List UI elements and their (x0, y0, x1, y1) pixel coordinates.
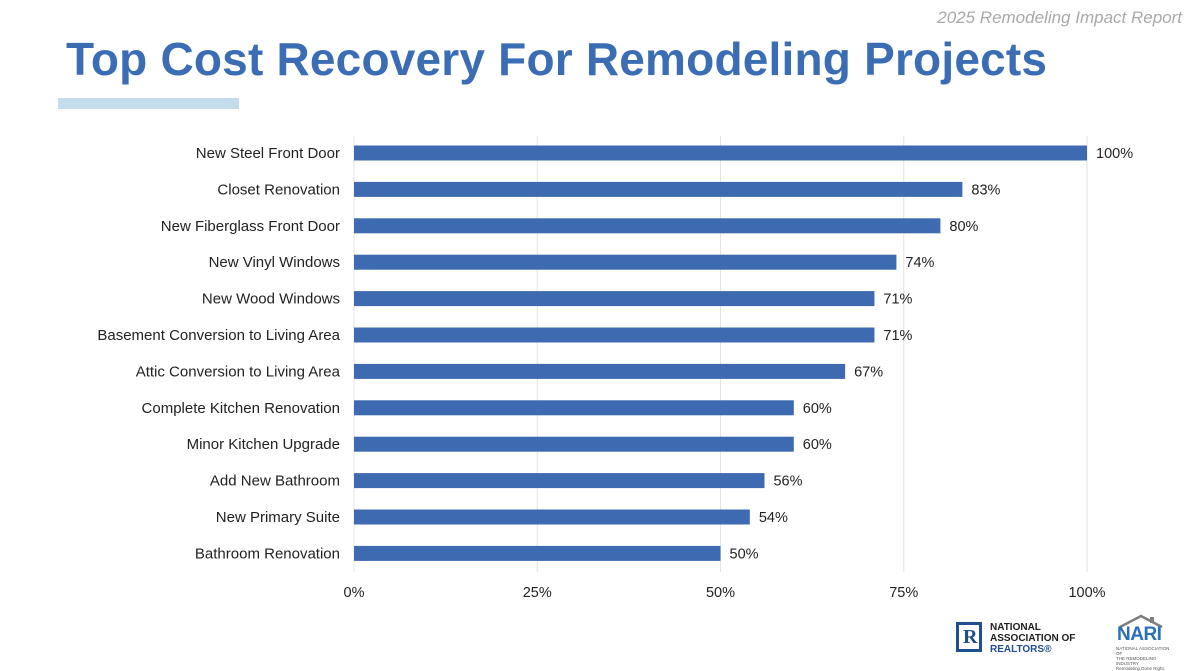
value-label: 67% (854, 364, 883, 380)
gridlines (353, 136, 1088, 572)
x-tick-label: 25% (523, 585, 552, 601)
house-roof-icon (1119, 614, 1163, 628)
footer-logos: NATIONAL ASSOCIATION OF REALTORS® NARI N… (950, 612, 1190, 671)
category-label: Add New Bathroom (210, 473, 340, 490)
labels: 0% 25% 50% 75% 100% New Steel Front Door 100% C… (97, 145, 1133, 601)
nar-logo: NATIONAL ASSOCIATION OF REALTORS® (956, 618, 1086, 658)
value-label: 100% (1096, 146, 1133, 162)
bar (354, 436, 794, 452)
category-label: Basement Conversion to Living Area (97, 327, 340, 344)
nari-word: NARI (1117, 624, 1162, 645)
category-label: New Primary Suite (216, 509, 340, 526)
category-label: New Vinyl Windows (209, 254, 340, 271)
category-label: Minor Kitchen Upgrade (187, 436, 340, 453)
value-label: 74% (905, 255, 934, 271)
category-label: New Steel Front Door (196, 145, 340, 162)
bar (354, 327, 875, 343)
bar (354, 218, 941, 234)
report-label: 2025 Remodeling Impact Report (937, 8, 1182, 27)
value-label: 80% (949, 219, 978, 235)
x-tick-label: 0% (344, 585, 365, 601)
value-label: 71% (883, 328, 912, 344)
bar (354, 145, 1087, 161)
bar (354, 291, 875, 307)
realtor-r-icon (956, 622, 982, 652)
value-label: 71% (883, 292, 912, 308)
value-label: 83% (971, 182, 1000, 198)
category-label: Complete Kitchen Renovation (142, 400, 340, 417)
value-label: 60% (803, 437, 832, 453)
nari-logo: NARI NATIONAL ASSOCIATION OF THE REMODEL… (1112, 612, 1172, 671)
bar (354, 254, 897, 270)
bar (354, 509, 750, 525)
category-label: Attic Conversion to Living Area (136, 363, 341, 380)
bars (354, 145, 1087, 561)
x-tick-label: 75% (889, 585, 918, 601)
bar (354, 545, 721, 561)
nar-logo-text: NATIONAL ASSOCIATION OF REALTORS® (990, 622, 1076, 655)
bar (354, 473, 765, 489)
bar (354, 400, 794, 416)
value-label: 56% (773, 474, 802, 490)
nari-subtext: NATIONAL ASSOCIATION OF THE REMODELING I… (1116, 646, 1170, 671)
value-label: 50% (730, 546, 759, 562)
value-label: 54% (759, 510, 788, 526)
page-title: Top Cost Recovery For Remodeling Project… (66, 33, 1048, 85)
category-label: Closet Renovation (217, 181, 340, 198)
category-label: New Wood Windows (202, 291, 340, 308)
x-tick-label: 50% (706, 585, 735, 601)
bar (354, 181, 963, 197)
category-label: New Fiberglass Front Door (161, 218, 340, 235)
title-underline (58, 98, 239, 109)
value-label: 60% (803, 401, 832, 417)
category-label: Bathroom Renovation (195, 545, 340, 562)
bar (354, 363, 846, 379)
x-tick-label: 100% (1068, 585, 1105, 601)
